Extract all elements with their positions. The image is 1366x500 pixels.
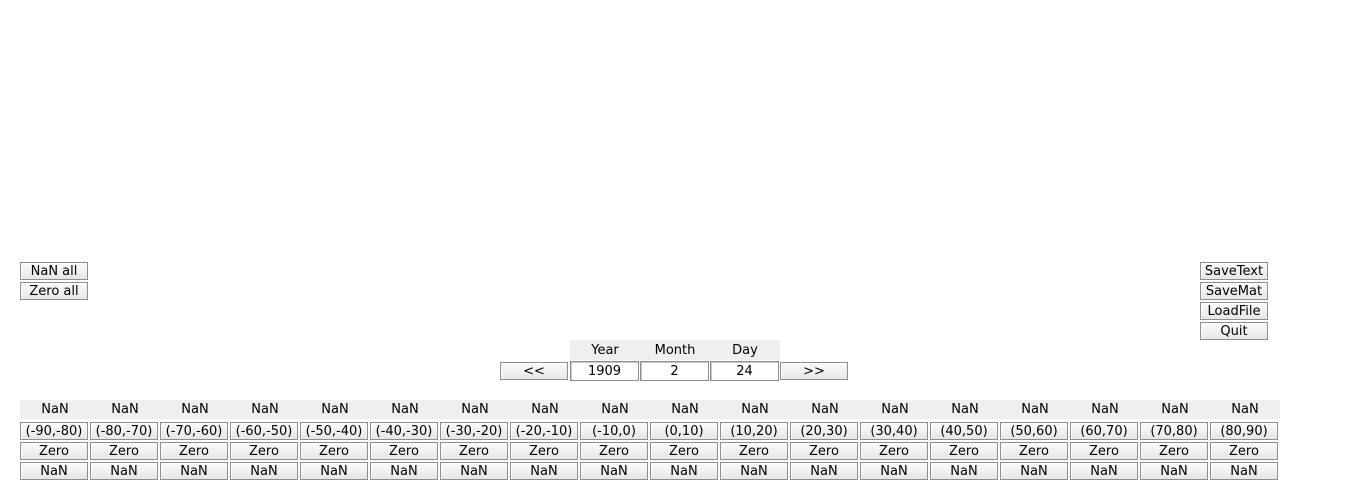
band-nan-button[interactable]: NaN xyxy=(580,462,648,480)
band-zero-button[interactable]: Zero xyxy=(90,442,158,460)
band-range-button[interactable]: (-50,-40) xyxy=(300,422,368,440)
year-field[interactable]: 1909 xyxy=(570,361,639,381)
band-range-button[interactable]: (-60,-50) xyxy=(230,422,298,440)
band-nan-button[interactable]: NaN xyxy=(1070,462,1138,480)
nan-all-button[interactable]: NaN all xyxy=(20,262,88,280)
band-range-button[interactable]: (10,20) xyxy=(720,422,788,440)
band-nan-button[interactable]: NaN xyxy=(790,462,858,480)
day-label: Day xyxy=(710,340,780,360)
band-nan-button[interactable]: NaN xyxy=(160,462,228,480)
band-range-button[interactable]: (-80,-70) xyxy=(90,422,158,440)
band-value: NaN xyxy=(251,402,279,417)
band-zero-button[interactable]: Zero xyxy=(440,442,508,460)
load-file-button[interactable]: LoadFile xyxy=(1200,302,1268,320)
band-nan-button[interactable]: NaN xyxy=(1000,462,1068,480)
band-nan-button[interactable]: NaN xyxy=(440,462,508,480)
band-zero-button[interactable]: Zero xyxy=(300,442,368,460)
band-range-button[interactable]: (-90,-80) xyxy=(20,422,88,440)
band-value: NaN xyxy=(1161,402,1189,417)
zero-all-button[interactable]: Zero all xyxy=(20,282,88,300)
save-mat-button[interactable]: SaveMat xyxy=(1200,282,1268,300)
band-nan-button[interactable]: NaN xyxy=(90,462,158,480)
band-nan-button[interactable]: NaN xyxy=(720,462,788,480)
band-range-button[interactable]: (-20,-10) xyxy=(510,422,578,440)
band-zero-button[interactable]: Zero xyxy=(20,442,88,460)
band-zero-button[interactable]: Zero xyxy=(230,442,298,460)
band-range-button[interactable]: (20,30) xyxy=(790,422,858,440)
month-label: Month xyxy=(640,340,710,360)
band-value: NaN xyxy=(531,402,559,417)
band-nan-button[interactable]: NaN xyxy=(20,462,88,480)
band-value: NaN xyxy=(881,402,909,417)
band-value: NaN xyxy=(1091,402,1119,417)
band-zero-button[interactable]: Zero xyxy=(860,442,928,460)
band-range-button[interactable]: (60,70) xyxy=(1070,422,1138,440)
band-zero-button[interactable]: Zero xyxy=(1070,442,1138,460)
band-value: NaN xyxy=(461,402,489,417)
band-value: NaN xyxy=(741,402,769,417)
band-value: NaN xyxy=(1231,402,1259,417)
band-value: NaN xyxy=(811,402,839,417)
band-nan-button[interactable]: NaN xyxy=(650,462,718,480)
band-zero-button[interactable]: Zero xyxy=(650,442,718,460)
band-zero-button[interactable]: Zero xyxy=(1140,442,1208,460)
band-nan-button[interactable]: NaN xyxy=(300,462,368,480)
band-range-button[interactable]: (0,10) xyxy=(650,422,718,440)
band-range-button[interactable]: (50,60) xyxy=(1000,422,1068,440)
band-value: NaN xyxy=(181,402,209,417)
next-date-button[interactable]: >> xyxy=(780,362,848,380)
band-zero-button[interactable]: Zero xyxy=(580,442,648,460)
band-zero-button[interactable]: Zero xyxy=(160,442,228,460)
band-value: NaN xyxy=(111,402,139,417)
band-range-button[interactable]: (40,50) xyxy=(930,422,998,440)
band-nan-button[interactable]: NaN xyxy=(230,462,298,480)
band-zero-button[interactable]: Zero xyxy=(1210,442,1278,460)
band-nan-button[interactable]: NaN xyxy=(370,462,438,480)
band-nan-button[interactable]: NaN xyxy=(930,462,998,480)
day-field[interactable]: 24 xyxy=(710,361,779,381)
year-label: Year xyxy=(570,340,640,360)
value-row-background xyxy=(20,400,1280,419)
band-zero-button[interactable]: Zero xyxy=(790,442,858,460)
band-value: NaN xyxy=(321,402,349,417)
quit-button[interactable]: Quit xyxy=(1200,322,1268,340)
band-zero-button[interactable]: Zero xyxy=(930,442,998,460)
month-field[interactable]: 2 xyxy=(640,361,709,381)
band-range-button[interactable]: (-10,0) xyxy=(580,422,648,440)
band-value: NaN xyxy=(41,402,69,417)
save-text-button[interactable]: SaveText xyxy=(1200,262,1268,280)
band-range-button[interactable]: (-40,-30) xyxy=(370,422,438,440)
previous-date-button[interactable]: << xyxy=(500,362,568,380)
band-range-button[interactable]: (30,40) xyxy=(860,422,928,440)
band-range-button[interactable]: (-30,-20) xyxy=(440,422,508,440)
band-zero-button[interactable]: Zero xyxy=(370,442,438,460)
band-value: NaN xyxy=(1021,402,1049,417)
band-zero-button[interactable]: Zero xyxy=(1000,442,1068,460)
band-range-button[interactable]: (80,90) xyxy=(1210,422,1278,440)
band-nan-button[interactable]: NaN xyxy=(860,462,928,480)
band-zero-button[interactable]: Zero xyxy=(510,442,578,460)
band-value: NaN xyxy=(951,402,979,417)
band-nan-button[interactable]: NaN xyxy=(1210,462,1278,480)
band-nan-button[interactable]: NaN xyxy=(1140,462,1208,480)
band-value: NaN xyxy=(601,402,629,417)
band-zero-button[interactable]: Zero xyxy=(720,442,788,460)
band-value: NaN xyxy=(391,402,419,417)
band-value: NaN xyxy=(671,402,699,417)
band-range-button[interactable]: (70,80) xyxy=(1140,422,1208,440)
band-nan-button[interactable]: NaN xyxy=(510,462,578,480)
band-range-button[interactable]: (-70,-60) xyxy=(160,422,228,440)
